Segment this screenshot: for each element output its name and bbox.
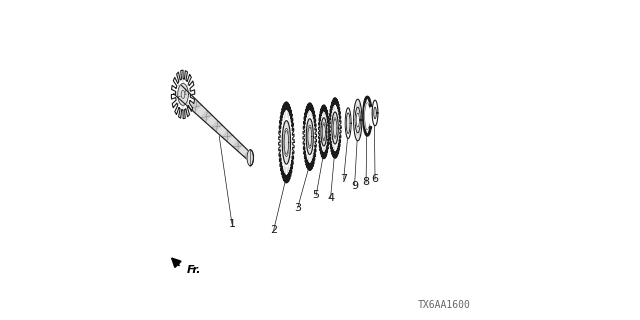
Polygon shape [321, 118, 327, 146]
Polygon shape [190, 100, 202, 113]
Polygon shape [332, 112, 339, 144]
Polygon shape [303, 103, 317, 170]
Text: TX6AA1600: TX6AA1600 [417, 300, 470, 310]
Polygon shape [284, 131, 289, 154]
Polygon shape [243, 151, 253, 161]
Polygon shape [184, 95, 197, 108]
Text: 4: 4 [327, 193, 334, 204]
Polygon shape [227, 136, 238, 147]
Text: Fr.: Fr. [187, 265, 202, 276]
Polygon shape [354, 99, 362, 141]
Polygon shape [333, 119, 337, 137]
Polygon shape [173, 85, 187, 99]
Polygon shape [356, 113, 360, 127]
Text: 8: 8 [362, 177, 370, 188]
Polygon shape [374, 107, 376, 119]
Polygon shape [346, 113, 350, 133]
Polygon shape [308, 127, 312, 146]
Polygon shape [200, 111, 212, 123]
Polygon shape [355, 107, 360, 133]
Polygon shape [172, 70, 195, 119]
Polygon shape [233, 141, 243, 151]
Polygon shape [181, 91, 185, 98]
Text: 6: 6 [372, 174, 378, 184]
Polygon shape [307, 119, 314, 155]
Text: 1: 1 [228, 219, 236, 229]
Polygon shape [282, 121, 291, 164]
Polygon shape [179, 91, 192, 103]
Text: 7: 7 [340, 174, 348, 184]
Polygon shape [278, 102, 294, 183]
Polygon shape [247, 150, 253, 166]
Polygon shape [238, 146, 248, 156]
Polygon shape [216, 126, 228, 137]
Polygon shape [211, 121, 223, 132]
Polygon shape [372, 100, 378, 126]
Polygon shape [178, 84, 188, 105]
Text: 3: 3 [294, 203, 301, 213]
Polygon shape [222, 131, 233, 142]
Polygon shape [323, 124, 326, 140]
Polygon shape [195, 106, 207, 118]
Polygon shape [206, 116, 218, 127]
Polygon shape [319, 105, 329, 159]
Text: 5: 5 [313, 190, 319, 200]
Text: 2: 2 [270, 225, 277, 236]
Polygon shape [346, 108, 351, 139]
Polygon shape [329, 98, 341, 158]
Text: 9: 9 [351, 180, 358, 191]
